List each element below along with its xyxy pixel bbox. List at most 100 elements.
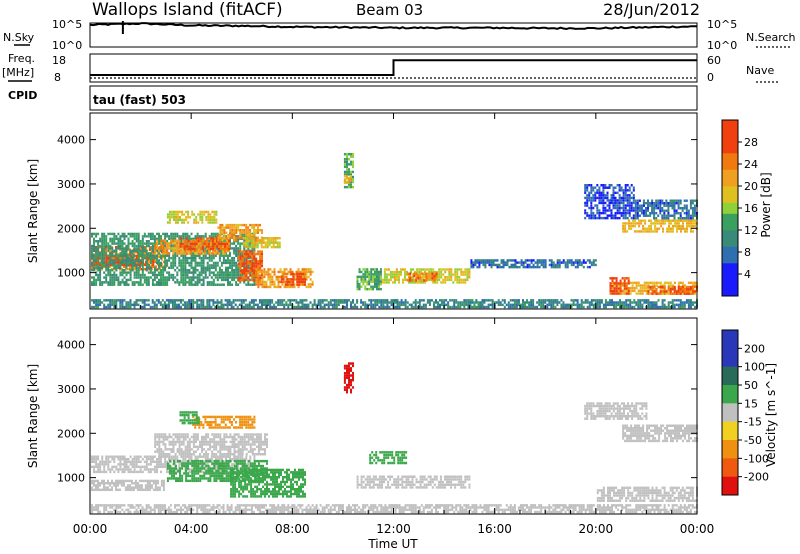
data-cell xyxy=(602,199,605,202)
data-cell xyxy=(267,301,270,304)
data-cell xyxy=(139,273,142,277)
data-cell xyxy=(440,273,443,276)
data-cell xyxy=(568,303,571,307)
data-cell xyxy=(200,273,203,277)
data-cell xyxy=(197,221,200,224)
data-cell xyxy=(93,261,96,265)
data-cell xyxy=(244,303,247,307)
data-cell xyxy=(672,219,675,222)
data-cell xyxy=(617,287,620,290)
data-cell xyxy=(122,265,125,268)
data-cell xyxy=(109,455,112,458)
data-cell xyxy=(143,235,146,238)
data-cell xyxy=(688,222,691,225)
data-cell xyxy=(612,201,615,205)
data-cell xyxy=(284,283,287,286)
data-cell xyxy=(622,196,625,200)
data-cell xyxy=(412,281,415,284)
data-cell xyxy=(190,256,193,260)
data-cell xyxy=(486,259,489,262)
data-cell xyxy=(346,185,349,189)
data-cell xyxy=(145,264,148,267)
data-cell xyxy=(95,252,98,255)
data-cell xyxy=(393,281,396,284)
data-cell xyxy=(202,299,205,302)
data-cell xyxy=(447,301,450,304)
data-cell xyxy=(166,254,169,257)
data-cell xyxy=(222,303,225,307)
data-cell xyxy=(174,235,177,238)
data-cell xyxy=(184,261,187,265)
data-cell xyxy=(137,242,140,245)
data-cell xyxy=(180,261,183,265)
data-cell xyxy=(182,249,185,253)
data-cell xyxy=(261,250,264,253)
data-cell xyxy=(218,247,221,251)
data-cell xyxy=(602,186,605,189)
data-cell xyxy=(170,213,173,216)
data-cell xyxy=(364,301,367,304)
data-cell xyxy=(263,273,266,276)
nsky-line xyxy=(89,22,697,31)
data-cell xyxy=(465,303,468,307)
data-cell xyxy=(590,186,593,189)
data-cell xyxy=(210,276,213,279)
data-cell xyxy=(305,278,308,281)
data-cell xyxy=(244,243,247,247)
data-cell xyxy=(675,209,678,212)
data-cell xyxy=(247,255,250,258)
data-cell xyxy=(470,259,473,262)
data-cell xyxy=(117,242,120,245)
data-cell xyxy=(117,240,120,243)
data-cell xyxy=(196,244,199,248)
data-cell xyxy=(249,278,252,282)
data-cell xyxy=(416,270,419,274)
data-cell xyxy=(400,268,403,271)
data-cell xyxy=(679,303,682,307)
data-cell xyxy=(613,289,616,293)
data-cell xyxy=(398,273,401,276)
data-cell xyxy=(125,278,128,282)
data-cell xyxy=(170,242,173,245)
data-cell xyxy=(243,281,246,284)
data-cell xyxy=(660,219,663,222)
data-cell xyxy=(419,274,422,278)
data-cell xyxy=(133,283,136,286)
data-cell xyxy=(210,299,213,302)
data-cell xyxy=(653,212,656,215)
data-cell xyxy=(253,234,256,237)
data-cell xyxy=(339,301,342,304)
data-cell xyxy=(139,252,142,255)
data-cell xyxy=(101,256,104,260)
data-cell xyxy=(196,276,199,279)
data-cell xyxy=(669,292,672,295)
data-cell xyxy=(168,254,171,257)
data-cell xyxy=(622,211,625,215)
data-cell xyxy=(119,264,122,267)
data-cell xyxy=(241,223,244,227)
data-cell xyxy=(131,256,134,260)
data-cell xyxy=(669,199,672,202)
data-cell xyxy=(644,227,647,230)
data-cell xyxy=(681,207,684,210)
data-cell xyxy=(691,290,694,293)
data-cell xyxy=(103,242,106,245)
data-cell xyxy=(156,239,159,242)
data-cell xyxy=(158,271,161,274)
data-cell xyxy=(384,305,387,309)
data-cell xyxy=(648,227,651,230)
data-cell xyxy=(247,234,250,237)
data-cell xyxy=(264,241,267,244)
data-cell xyxy=(479,303,482,307)
data-cell xyxy=(562,261,565,264)
data-cell xyxy=(642,202,645,205)
data-cell xyxy=(482,263,485,267)
data-cell xyxy=(217,236,220,240)
data-cell xyxy=(676,230,679,233)
data-cell xyxy=(160,276,163,279)
data-cell xyxy=(515,299,518,302)
data-cell xyxy=(99,252,102,255)
data-cell xyxy=(352,163,355,166)
data-cell xyxy=(383,281,386,284)
data-cell xyxy=(679,305,682,309)
